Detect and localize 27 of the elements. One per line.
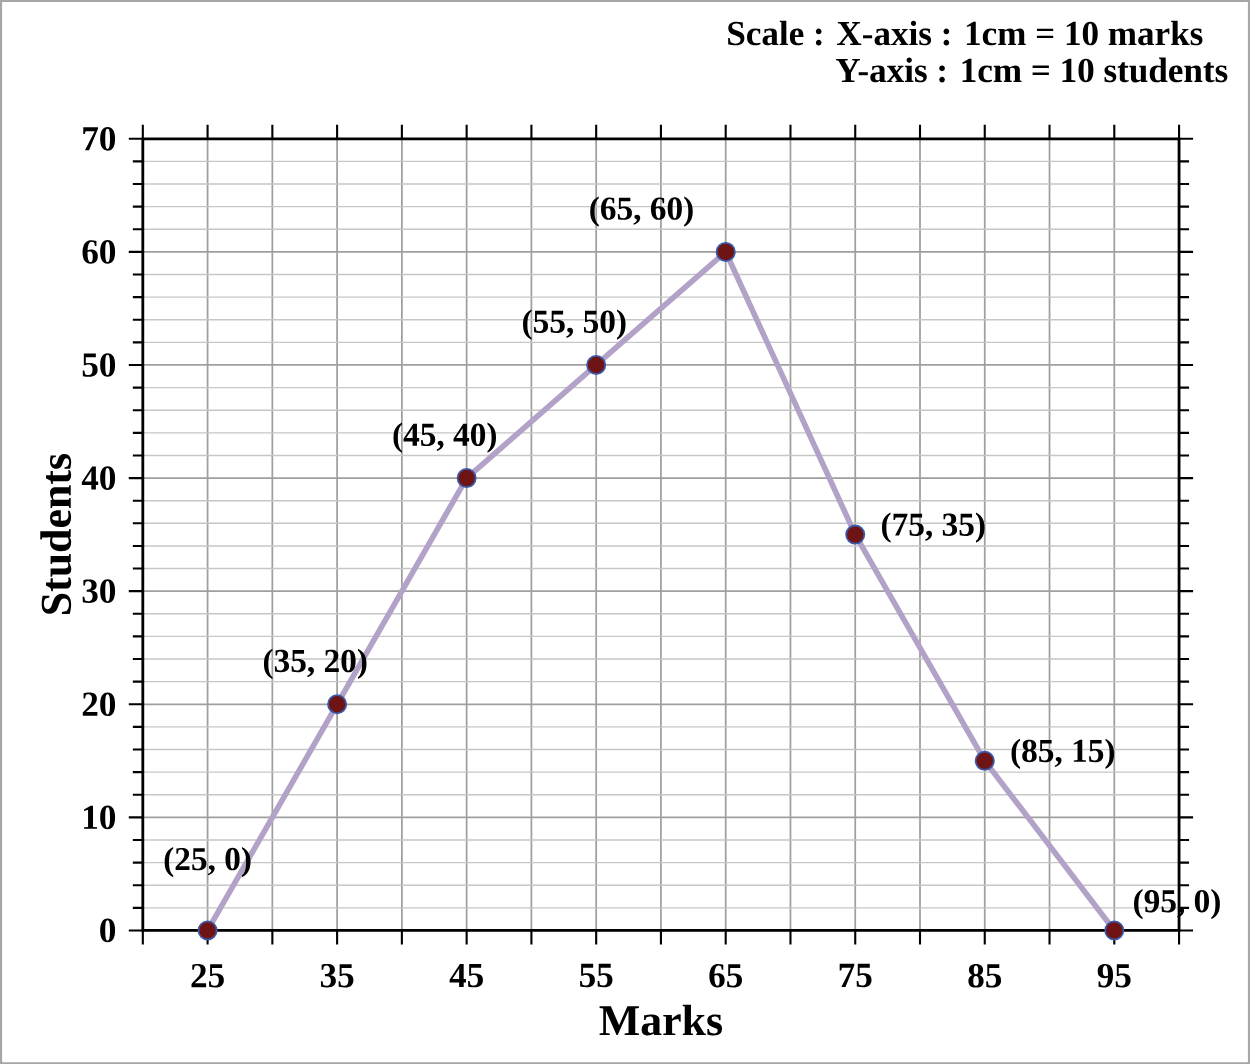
- text: Scale : X-axis : 1cm = 10 marks: [728, 20, 1203, 46]
- x-tick-label: 85: [968, 963, 1002, 988]
- annotation: (75, 35): [881, 512, 985, 543]
- annotation: (55, 50): [523, 309, 626, 340]
- y-tick-label: 50: [82, 353, 116, 377]
- x-tick-label: 95: [1097, 963, 1131, 988]
- x-tick-label: 55: [580, 963, 613, 988]
- annotation: (35, 20): [263, 648, 367, 679]
- y-axis-title: Students: [40, 453, 72, 614]
- x-tick-label: 75: [839, 963, 872, 988]
- annotation: (85, 15): [1011, 738, 1115, 769]
- y-tick-label: 20: [82, 692, 116, 716]
- x-axis-title: Marks: [599, 1004, 723, 1036]
- x-tick-label: 25: [191, 963, 224, 988]
- annotation: (45, 40): [393, 422, 497, 453]
- y-tick-label: 0: [100, 918, 116, 943]
- x-tick-label: 35: [320, 963, 354, 988]
- y-tick-label: 70: [83, 126, 116, 151]
- y-tick-label: 30: [82, 579, 116, 603]
- annotation: (25, 0): [164, 846, 251, 877]
- annotation: (65, 60): [590, 196, 693, 227]
- y-tick-label: 40: [81, 466, 116, 490]
- x-tick-label: 65: [709, 963, 742, 988]
- y-tick-label: 60: [82, 239, 116, 264]
- text: Y-axis : 1cm = 10 students: [835, 57, 1228, 83]
- y-tick-label: 10: [84, 805, 116, 830]
- x-tick-label: 45: [449, 963, 483, 988]
